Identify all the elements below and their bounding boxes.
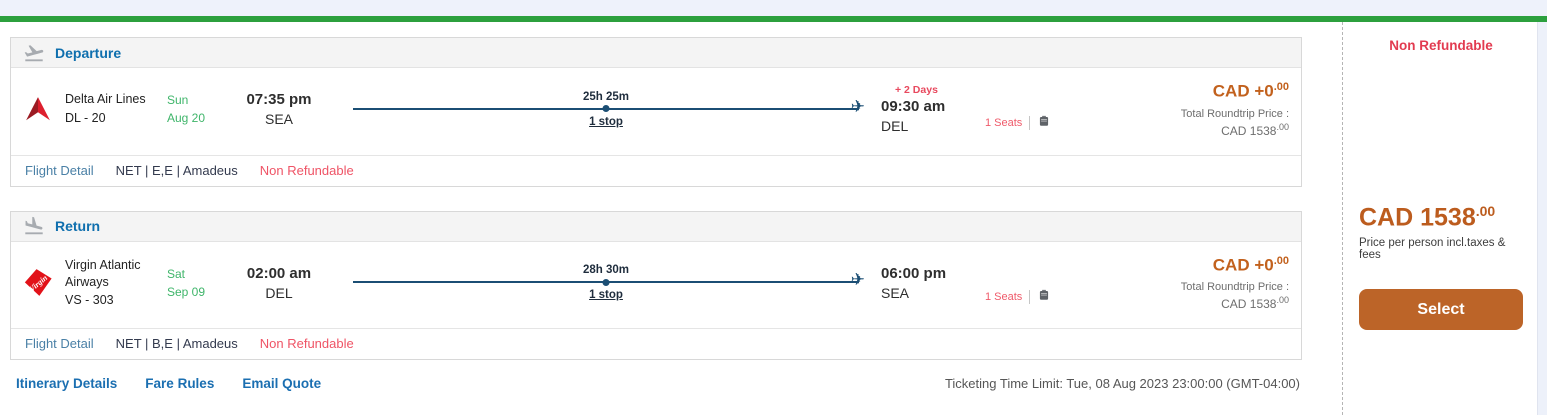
departure-block: 02:00 am DEL [227, 265, 331, 301]
seats-count: 1 Seats [985, 290, 1023, 303]
price-block: CAD +0.00 Total Roundtrip Price : CAD 15… [1089, 255, 1301, 312]
stops-label[interactable]: 1 stop [589, 289, 623, 302]
route-block: 25h 25m ✈ 1 stop [331, 91, 881, 128]
fare-info: NET | B,E | Amadeus [115, 336, 238, 352]
section-title: Return [55, 218, 101, 235]
plane-icon: ✈ [850, 270, 865, 290]
arrival-time: 06:00 pm [881, 264, 947, 282]
flight-day: Sat [167, 266, 186, 281]
actions-row: Itinerary Details Fare Rules Email Quote… [16, 376, 1300, 391]
flight-row: Delta Air Lines DL - 20 Sun Aug 20 07:35… [11, 68, 1301, 155]
flight-landing-icon [23, 215, 45, 237]
page-top-strip [0, 0, 1547, 16]
route-line: ✈ [353, 271, 865, 288]
email-quote-link[interactable]: Email Quote [242, 376, 322, 392]
departure-block: 07:35 pm SEA [227, 91, 331, 127]
refundability-badge: Non Refundable [259, 162, 354, 178]
departure-time: 02:00 am [246, 264, 312, 282]
arrival-block: + 2 Days 09:30 am DEL [881, 84, 985, 134]
departure-card-header: Departure [11, 38, 1301, 68]
departure-airport: DEL [265, 284, 293, 301]
ticketing-time-limit: Ticketing Time Limit: Tue, 08 Aug 2023 2… [944, 376, 1300, 392]
arrival-airport: DEL [881, 118, 909, 135]
seats-count: 1 Seats [985, 117, 1023, 130]
price-side-panel: Non Refundable CAD 1538.00 Price per per… [1342, 22, 1537, 415]
flight-detail-link[interactable]: Flight Detail [25, 336, 94, 352]
flight-date-value: Sep 09 [167, 284, 206, 299]
seats-block: 1 Seats [985, 287, 1089, 307]
flight-result-column: Departure Delta Air Lines DL - 20 Sun Au… [0, 22, 1342, 415]
airline-logo-virgin: Virgin [11, 267, 65, 299]
seats-divider [1029, 289, 1031, 304]
departure-time: 07:35 pm [246, 91, 312, 109]
stops-label[interactable]: 1 stop [589, 115, 623, 128]
total-price-value: CAD 1538.00 [1221, 121, 1289, 138]
flight-row: Virgin Virgin Atlantic Airways VS - 303 … [11, 242, 1301, 329]
airline-info: Delta Air Lines DL - 20 [65, 91, 167, 127]
fare-rules-link[interactable]: Fare Rules [145, 376, 215, 392]
refundability-note: Non Refundable [1389, 38, 1493, 53]
airline-name: Virgin Atlantic Airways [65, 257, 141, 289]
fare-info: NET | E,E | Amadeus [115, 162, 238, 178]
flight-detail-link[interactable]: Flight Detail [25, 162, 94, 178]
airline-name: Delta Air Lines [65, 92, 146, 107]
plane-icon: ✈ [850, 96, 865, 116]
route-line: ✈ [353, 98, 865, 115]
section-title: Departure [55, 44, 122, 61]
arrival-block: 06:00 pm SEA [881, 265, 985, 301]
airline-logo-delta [11, 94, 65, 124]
return-card-footer: Flight Detail NET | B,E | Amadeus Non Re… [11, 328, 1301, 359]
total-price-label: Total Roundtrip Price : [1180, 281, 1289, 294]
results-area: Departure Delta Air Lines DL - 20 Sun Au… [0, 22, 1547, 415]
flight-date-value: Aug 20 [167, 111, 206, 126]
baggage-icon[interactable] [1037, 113, 1051, 133]
stop-dot [602, 278, 610, 286]
total-price: CAD 1538.00 [1359, 203, 1496, 232]
total-price-value: CAD 1538.00 [1221, 295, 1289, 312]
departure-card-footer: Flight Detail NET | E,E | Amadeus Non Re… [11, 154, 1301, 186]
flight-number: VS - 303 [65, 293, 114, 308]
flight-duration: 25h 25m [582, 90, 630, 103]
return-card-header: Return [11, 211, 1301, 242]
price-note: Price per person incl.taxes & fees [1359, 237, 1506, 262]
flight-duration: 28h 30m [582, 264, 630, 277]
plus-days-badge: + 2 Days [895, 84, 938, 97]
flight-number: DL - 20 [65, 111, 106, 126]
total-price-label: Total Roundtrip Price : [1180, 107, 1289, 120]
flight-day: Sun [167, 93, 189, 108]
price-adjustment: CAD +0.00 [1212, 254, 1289, 275]
select-button[interactable]: Select [1359, 289, 1523, 331]
baggage-icon[interactable] [1037, 287, 1051, 307]
flight-date: Sat Sep 09 [167, 265, 227, 301]
arrival-time: 09:30 am [881, 98, 946, 116]
airline-info: Virgin Atlantic Airways VS - 303 [65, 257, 167, 310]
route-block: 28h 30m ✈ 1 stop [331, 264, 881, 301]
departure-card: Departure Delta Air Lines DL - 20 Sun Au… [10, 37, 1302, 187]
itinerary-details-link[interactable]: Itinerary Details [16, 376, 118, 392]
return-card: Return Virgin Virgin Atlantic Airways VS… [10, 210, 1302, 361]
flight-date: Sun Aug 20 [167, 91, 227, 127]
seats-block: 1 Seats [985, 113, 1089, 133]
page-right-strip [1537, 22, 1547, 415]
price-adjustment: CAD +0.00 [1212, 81, 1289, 101]
seats-divider [1029, 116, 1031, 131]
refundability-badge: Non Refundable [259, 336, 354, 352]
arrival-airport: SEA [881, 284, 910, 301]
accent-bar [0, 16, 1547, 22]
flight-takeoff-icon [23, 42, 45, 64]
departure-airport: SEA [264, 111, 293, 128]
price-block: CAD +0.00 Total Roundtrip Price : CAD 15… [1089, 81, 1301, 138]
stop-dot [602, 105, 610, 113]
